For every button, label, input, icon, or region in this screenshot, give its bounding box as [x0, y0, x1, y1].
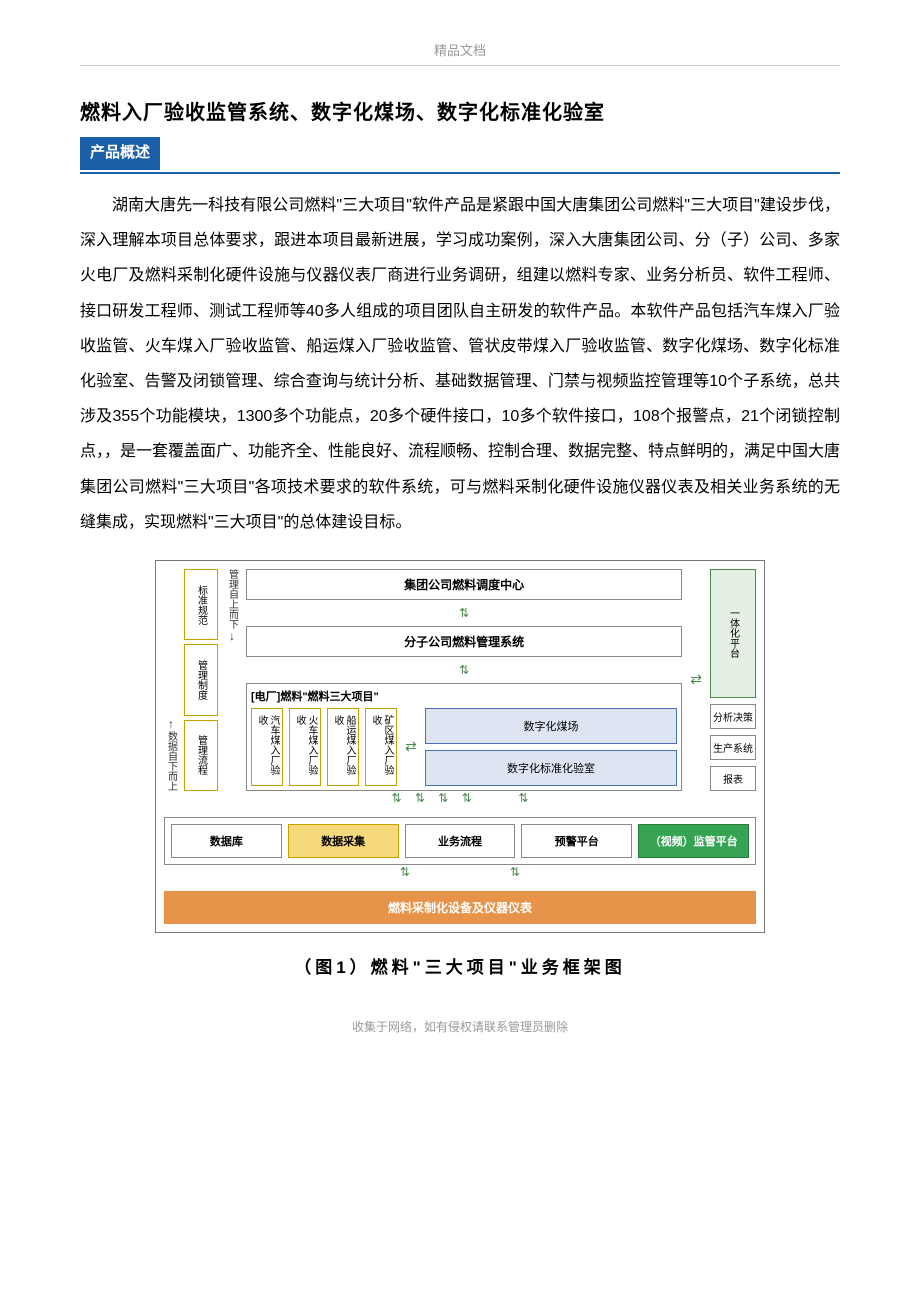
diagram-container: ↑ 数据自下而上 标准规范 管理制度 管理流程 管理自上而下 ↓ 集团公司燃料调… — [155, 560, 765, 933]
bi-arrow-icon: ⇅ — [246, 606, 682, 620]
bottom-row: 数据库数据采集业务流程预警平台（视频）监管平台 — [164, 817, 756, 865]
diagram: ↑ 数据自下而上 标准规范 管理制度 管理流程 管理自上而下 ↓ 集团公司燃料调… — [155, 560, 765, 933]
plant-label: [电厂]燃料"燃料三大项目" — [251, 688, 677, 704]
fuel-col-2: 船运煤入厂验收 — [327, 708, 359, 786]
figure-caption: （图1）燃料"三大项目"业务框架图 — [80, 953, 840, 978]
right-item-0: 分析决策 — [710, 704, 756, 729]
bottom-box-4: （视频）监管平台 — [638, 824, 749, 858]
digital-lab-box: 数字化标准化验室 — [425, 750, 678, 786]
footer-note: 收集于网络，如有侵权请联系管理员删除 — [80, 1018, 840, 1035]
mid-axis-label: 管理自上而下 — [224, 569, 240, 629]
section-tag: 产品概述 — [80, 137, 160, 168]
left-axis-label: 数据自下而上 — [164, 731, 178, 791]
section-line — [80, 172, 840, 174]
up-arrow-icon: ↑ — [168, 717, 174, 731]
std-box-1: 管理制度 — [184, 644, 218, 715]
plant-box: [电厂]燃料"燃料三大项目" 汽车煤入厂验收 火车煤入厂验收 船运煤入厂验收 矿… — [246, 683, 682, 791]
bi-arrow-icon: ⇄ — [688, 569, 704, 791]
right-arrow-icon: ⇄ — [403, 708, 419, 786]
down-arrow-icon: ↓ — [229, 629, 235, 643]
page-title: 燃料入厂验收监管系统、数字化煤场、数字化标准化验室 — [80, 96, 840, 125]
right-item-2: 报表 — [710, 766, 756, 791]
bi-arrow-icon: ⇅ — [246, 663, 682, 677]
footer-bar: 燃料采制化设备及仪器仪表 — [164, 891, 756, 924]
std-box-0: 标准规范 — [184, 569, 218, 640]
right-column: 一体化平台 分析决策 生产系统 报表 — [710, 569, 756, 791]
center-column: 集团公司燃料调度中心 ⇅ 分子公司燃料管理系统 ⇅ [电厂]燃料"燃料三大项目"… — [246, 569, 682, 791]
platform-box: 一体化平台 — [710, 569, 756, 698]
bi-arrow-icon: ⇅ ⇅ — [164, 865, 756, 879]
fuel-col-3: 矿区煤入厂验收 — [365, 708, 397, 786]
left-standards-column: 标准规范 管理制度 管理流程 — [184, 569, 218, 791]
std-box-2: 管理流程 — [184, 720, 218, 791]
fuel-col-0: 汽车煤入厂验收 — [251, 708, 283, 786]
group-center-box: 集团公司燃料调度中心 — [246, 569, 682, 600]
section-header: 产品概述 — [80, 137, 840, 174]
branch-system-box: 分子公司燃料管理系统 — [246, 626, 682, 657]
bottom-box-3: 预警平台 — [521, 824, 632, 858]
bottom-box-1: 数据采集 — [288, 824, 399, 858]
body-paragraph: 湖南大唐先一科技有限公司燃料"三大项目"软件产品是紧跟中国大唐集团公司燃料"三大… — [80, 188, 840, 540]
down-arrows-icon: ⇅ ⇅ ⇅ ⇅ ⇅ — [164, 791, 756, 805]
header-label: 精品文档 — [80, 40, 840, 66]
bottom-box-2: 业务流程 — [405, 824, 516, 858]
bottom-box-0: 数据库 — [171, 824, 282, 858]
right-item-1: 生产系统 — [710, 735, 756, 760]
fuel-col-1: 火车煤入厂验收 — [289, 708, 321, 786]
digital-coal-box: 数字化煤场 — [425, 708, 678, 744]
